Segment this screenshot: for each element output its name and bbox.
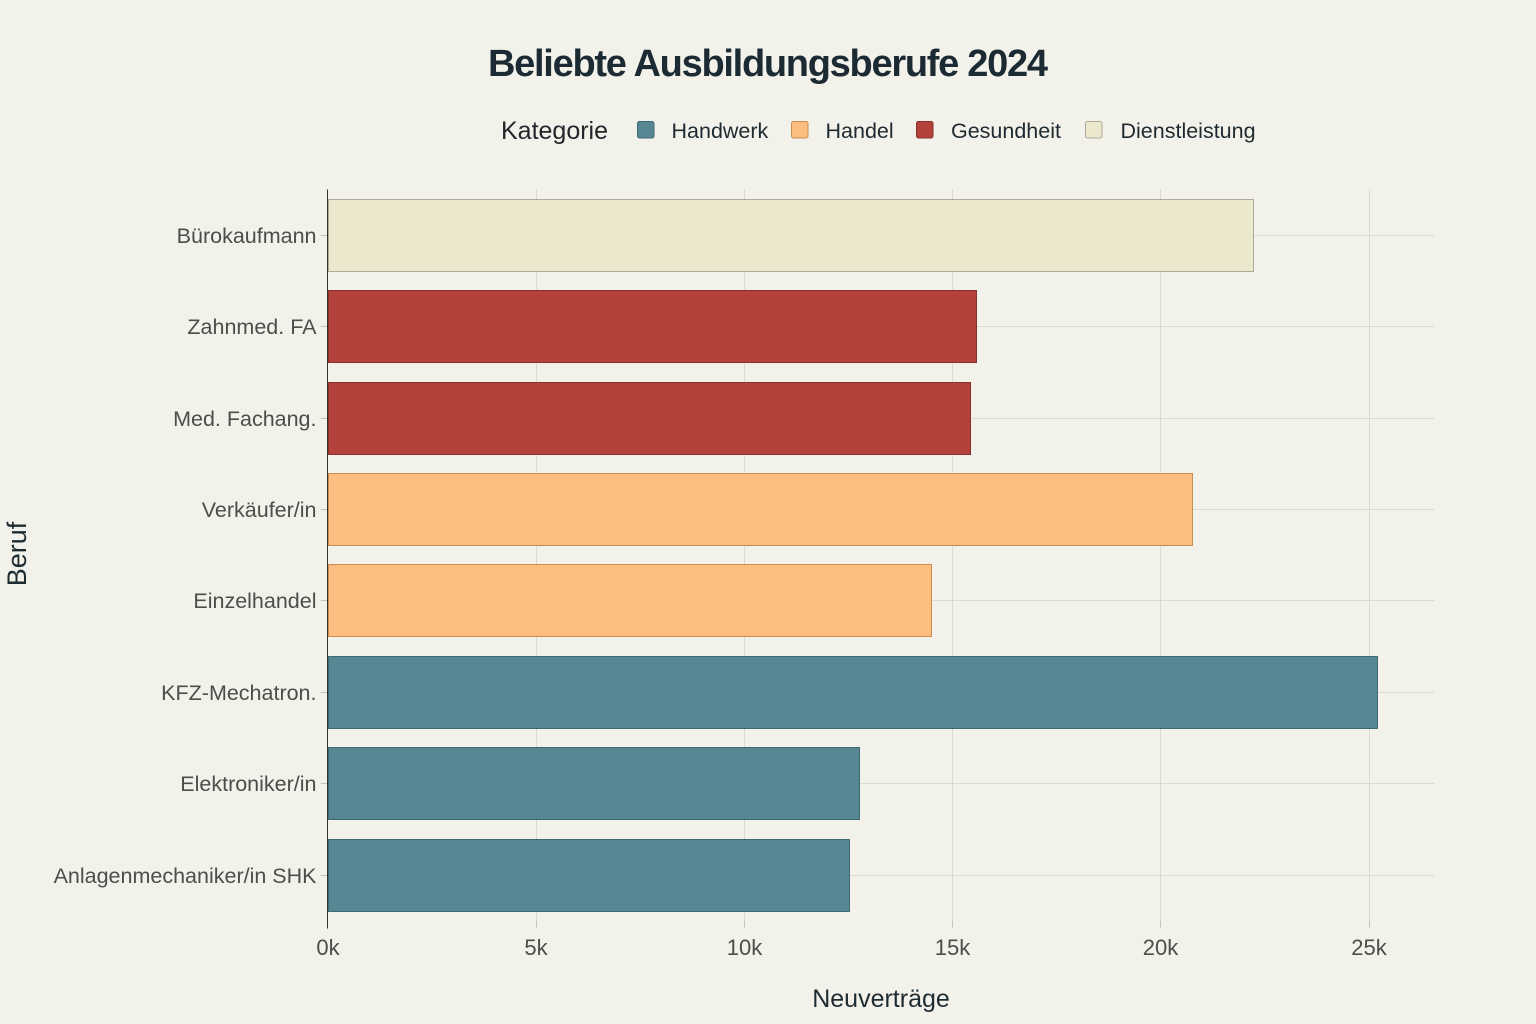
svg-text:Med. Fachang.: Med. Fachang. bbox=[173, 407, 316, 431]
svg-text:5k: 5k bbox=[524, 935, 548, 960]
svg-text:20k: 20k bbox=[1143, 935, 1179, 960]
svg-text:KFZ-Mechatron.: KFZ-Mechatron. bbox=[161, 681, 316, 705]
svg-text:Anlagenmechaniker/in SHK: Anlagenmechaniker/in SHK bbox=[54, 864, 318, 888]
svg-text:Beliebte Ausbildungsberufe 202: Beliebte Ausbildungsberufe 2024 bbox=[488, 43, 1048, 85]
svg-text:Kategorie: Kategorie bbox=[501, 117, 608, 145]
svg-text:Elektroniker/in: Elektroniker/in bbox=[180, 772, 316, 796]
svg-text:Bürokaufmann: Bürokaufmann bbox=[177, 224, 317, 248]
svg-text:Einzelhandel: Einzelhandel bbox=[193, 589, 316, 613]
svg-text:Zahnmed. FA: Zahnmed. FA bbox=[187, 315, 317, 339]
svg-text:Neuverträge: Neuverträge bbox=[812, 985, 950, 1013]
svg-text:Dienstleistung: Dienstleistung bbox=[1121, 119, 1256, 143]
svg-text:Handwerk: Handwerk bbox=[672, 119, 769, 143]
svg-text:0k: 0k bbox=[316, 935, 340, 960]
svg-text:Beruf: Beruf bbox=[2, 521, 32, 586]
svg-text:15k: 15k bbox=[935, 935, 971, 960]
svg-text:Gesundheit: Gesundheit bbox=[951, 119, 1061, 143]
svg-text:25k: 25k bbox=[1351, 935, 1387, 960]
svg-text:10k: 10k bbox=[727, 935, 763, 960]
svg-text:Handel: Handel bbox=[826, 119, 894, 143]
svg-text:Verkäufer/in: Verkäufer/in bbox=[202, 498, 317, 522]
